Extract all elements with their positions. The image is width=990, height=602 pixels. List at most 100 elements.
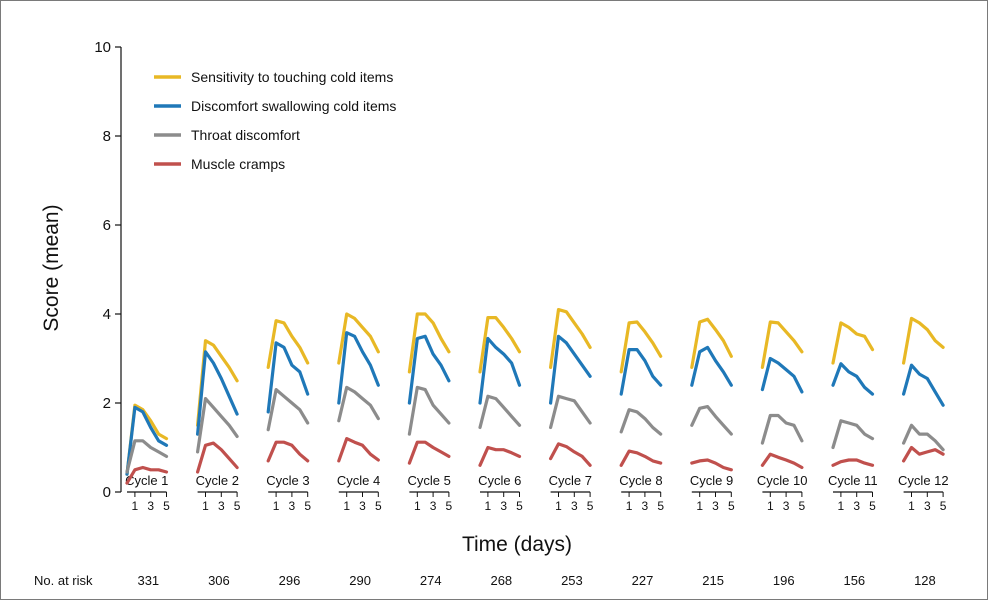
at-risk-count: 227 [632, 573, 654, 588]
series-line-cycle-9 [690, 458, 733, 472]
y-tick-label: 8 [103, 128, 111, 145]
series-line-cycle-7 [548, 308, 592, 369]
legend-label: Sensitivity to touching cold items [191, 69, 393, 85]
at-risk-count: 331 [137, 573, 159, 588]
at-risk-count: 268 [490, 573, 512, 588]
series-line-cycle-8 [619, 320, 663, 374]
series-line-cycle-10 [760, 452, 804, 470]
day-tick-label: 5 [587, 499, 594, 513]
y-tick-label: 6 [103, 217, 111, 234]
day-tick-label: 1 [273, 499, 280, 513]
series-line-cycle-5 [407, 312, 451, 374]
at-risk-count: 253 [561, 573, 583, 588]
series-line-cycle-9 [690, 405, 733, 436]
series-line-cycle-9 [690, 317, 733, 369]
series-line-cycle-6 [478, 445, 522, 467]
at-risk-count: 296 [279, 573, 301, 588]
series-line-cycle-5 [407, 385, 451, 436]
series-line-cycle-3 [266, 319, 310, 369]
series-1 [125, 308, 945, 476]
series-line-cycle-3 [266, 341, 310, 414]
cycle-label: Cycle 2 [196, 473, 239, 488]
series-line-cycle-1 [125, 439, 169, 474]
cycle-label: Cycle 1 [125, 473, 168, 488]
day-tick-label: 5 [728, 499, 735, 513]
legend-label: Muscle cramps [191, 156, 285, 172]
at-risk-row: 331 306 296 290 274 268 253 227 215 196 156 128 [137, 573, 935, 588]
series-line-cycle-3 [266, 440, 310, 463]
cycle-label: Cycle 7 [549, 473, 592, 488]
series-line-cycle-6 [478, 316, 522, 374]
y-axis: 0 2 4 6 8 10 [94, 39, 122, 501]
at-risk-label: No. at risk [34, 573, 93, 588]
y-tick-label: 0 [103, 484, 111, 501]
series-line-cycle-4 [337, 385, 380, 423]
cycle-label: Cycle 11 [828, 473, 878, 488]
y-axis-title: Score (mean) [40, 204, 63, 331]
cycle-label: Cycle 10 [757, 473, 808, 488]
cycle-label: Cycle 8 [619, 473, 662, 488]
series-line-cycle-11 [831, 321, 875, 365]
day-tick-label: 5 [799, 499, 806, 513]
cycle-label: Cycle 12 [898, 473, 949, 488]
series-line-cycle-11 [831, 458, 875, 467]
day-tick-label: 1 [626, 499, 633, 513]
day-tick-label: 3 [783, 499, 790, 513]
y-tick-label: 4 [103, 306, 111, 323]
series-line-cycle-11 [831, 419, 875, 450]
day-tick-label: 5 [304, 499, 311, 513]
series-line-cycle-6 [478, 336, 522, 405]
at-risk-count: 128 [914, 573, 936, 588]
cycle-label: Cycle 9 [690, 473, 733, 488]
series-layer [125, 308, 945, 485]
series-line-cycle-4 [337, 437, 380, 463]
y-tick-label: 2 [103, 395, 111, 412]
day-tick-label: 5 [516, 499, 523, 513]
series-line-cycle-12 [901, 316, 945, 365]
series-line-cycle-4 [337, 331, 380, 405]
legend-label: Discomfort swallowing cold items [191, 98, 396, 114]
day-tick-label: 1 [132, 499, 139, 513]
series-line-cycle-8 [619, 449, 663, 467]
day-tick-label: 5 [869, 499, 876, 513]
day-tick-label: 3 [571, 499, 578, 513]
day-tick-label: 5 [234, 499, 241, 513]
day-tick-label: 1 [696, 499, 703, 513]
day-tick-label: 1 [908, 499, 915, 513]
cycle-label: Cycle 5 [407, 473, 450, 488]
y-tick-label: 10 [94, 39, 111, 56]
series-line-cycle-8 [619, 408, 663, 436]
day-tick-label: 1 [414, 499, 421, 513]
cycle-label: Cycle 6 [478, 473, 521, 488]
day-tick-label: 3 [430, 499, 437, 513]
day-tick-label: 3 [712, 499, 719, 513]
series-line-cycle-2 [196, 397, 239, 454]
series-line-cycle-7 [548, 442, 592, 467]
series-line-cycle-10 [760, 356, 804, 394]
series-line-cycle-4 [337, 312, 380, 365]
series-line-cycle-6 [478, 394, 522, 430]
series-line-cycle-11 [831, 362, 875, 396]
at-risk-count: 274 [420, 573, 442, 588]
day-tick-label: 5 [446, 499, 453, 513]
series-line-cycle-12 [901, 445, 945, 463]
cycle-label: Cycle 4 [337, 473, 380, 488]
day-tick-label: 1 [555, 499, 562, 513]
day-tick-label: 3 [289, 499, 296, 513]
series-line-cycle-9 [690, 345, 733, 387]
series-line-cycle-5 [407, 334, 451, 405]
day-tick-label: 5 [657, 499, 664, 513]
at-risk-count: 196 [773, 573, 795, 588]
day-tick-label: 3 [359, 499, 366, 513]
at-risk-count: 306 [208, 573, 230, 588]
legend: Sensitivity to touching cold items Discom… [154, 69, 396, 172]
series-3 [125, 385, 945, 474]
series-line-cycle-10 [760, 320, 804, 369]
day-tick-label: 3 [642, 499, 649, 513]
series-line-cycle-7 [548, 394, 592, 430]
day-tick-label: 3 [500, 499, 507, 513]
series-line-cycle-12 [901, 363, 945, 407]
legend-label: Throat discomfort [191, 127, 300, 143]
